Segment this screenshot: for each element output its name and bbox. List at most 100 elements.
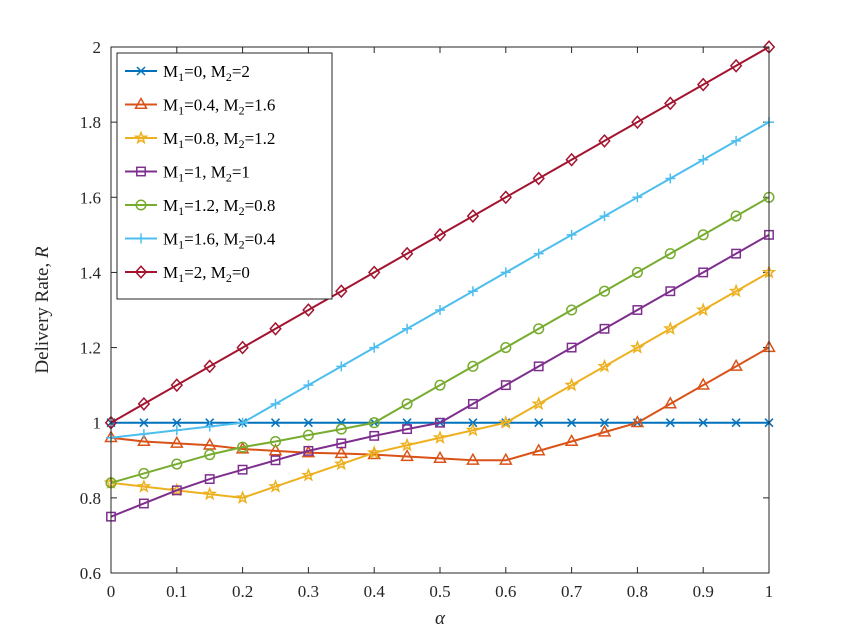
x-tick-label: 1 xyxy=(765,582,774,601)
legend-entry: M1=2, M2=0 xyxy=(125,263,250,285)
data-point xyxy=(729,358,743,371)
data-point xyxy=(731,418,741,428)
data-point xyxy=(400,448,414,462)
data-point xyxy=(631,266,643,278)
data-point xyxy=(139,418,149,428)
data-point xyxy=(237,464,248,475)
y-tick-label: 0.8 xyxy=(80,489,101,508)
legend-marker xyxy=(136,233,146,244)
data-point xyxy=(334,456,349,471)
data-point xyxy=(533,361,544,372)
data-point xyxy=(137,397,151,411)
data-point xyxy=(500,267,511,278)
x-tick-label: 0.4 xyxy=(364,582,386,601)
data-point xyxy=(728,283,744,298)
data-point xyxy=(268,478,283,493)
legend-label: M1=1.6, M2=0.4 xyxy=(163,230,276,252)
data-point xyxy=(565,152,578,167)
data-point xyxy=(632,192,643,203)
data-point xyxy=(630,415,645,428)
data-point xyxy=(432,430,448,444)
data-point xyxy=(564,433,579,447)
data-point xyxy=(270,455,281,466)
data-point xyxy=(270,398,281,409)
data-point xyxy=(631,115,644,130)
data-point xyxy=(466,452,480,465)
data-point xyxy=(466,209,480,223)
data-point xyxy=(698,267,709,278)
legend-entry: M1=0.8, M2=1.2 xyxy=(125,129,275,151)
series-line xyxy=(110,233,770,518)
data-point xyxy=(399,437,415,452)
legend-entry: M1=0.4, M2=1.6 xyxy=(125,96,275,118)
data-point xyxy=(303,445,314,456)
data-point xyxy=(301,467,316,482)
y-tick-label: 1.8 xyxy=(80,113,101,132)
data-point xyxy=(599,211,610,222)
data-point xyxy=(695,302,711,317)
data-point xyxy=(435,417,445,428)
legend-marker xyxy=(135,199,147,211)
data-point xyxy=(269,435,282,448)
series-3 xyxy=(103,264,777,505)
data-point xyxy=(336,438,347,449)
legend-label: M1=1.2, M2=0.8 xyxy=(163,196,275,218)
data-point xyxy=(500,342,512,354)
plot-frame xyxy=(110,46,770,574)
data-point xyxy=(433,450,447,463)
data-point xyxy=(367,265,381,280)
y-tick-label: 0.6 xyxy=(80,564,101,583)
data-point xyxy=(598,134,611,148)
y-tick-label: 1 xyxy=(93,414,102,433)
data-point xyxy=(630,339,645,354)
data-point xyxy=(597,358,612,373)
data-point xyxy=(632,305,643,315)
data-point xyxy=(204,449,216,461)
data-point xyxy=(171,425,182,436)
data-point xyxy=(302,303,315,317)
legend-marker xyxy=(134,96,148,110)
data-point xyxy=(138,428,149,439)
data-point xyxy=(665,173,676,184)
data-point xyxy=(697,229,709,241)
data-point xyxy=(531,443,546,456)
data-point xyxy=(171,458,183,470)
legend-label: M1=2, M2=0 xyxy=(163,263,250,285)
data-point xyxy=(566,304,578,316)
data-point xyxy=(268,443,283,456)
y-tick-label: 1.4 xyxy=(80,263,102,282)
series-line xyxy=(110,271,770,499)
data-point xyxy=(696,77,710,92)
data-point xyxy=(663,321,678,335)
data-point xyxy=(599,323,610,334)
data-point xyxy=(202,437,217,450)
legend-marker xyxy=(136,166,146,177)
data-point xyxy=(138,498,149,509)
data-point xyxy=(664,248,676,260)
legend-entry: M1=0, M2=2 xyxy=(125,62,250,84)
x-tick-label: 0.6 xyxy=(495,582,516,601)
data-point xyxy=(533,323,545,335)
legend-entry: M1=1.6, M2=0.4 xyxy=(125,230,276,252)
data-point xyxy=(335,423,347,435)
series-line xyxy=(110,196,770,484)
data-point xyxy=(270,418,281,428)
data-point xyxy=(302,429,314,441)
series-7 xyxy=(104,40,776,430)
data-point xyxy=(336,361,347,372)
data-point xyxy=(567,418,577,428)
data-point xyxy=(236,340,249,355)
data-point xyxy=(366,445,382,459)
data-point xyxy=(698,154,709,165)
data-point xyxy=(664,96,677,111)
data-point xyxy=(237,417,248,428)
data-point xyxy=(401,398,413,410)
data-point xyxy=(467,398,478,409)
series-6 xyxy=(106,117,774,443)
data-point xyxy=(434,379,446,391)
data-point xyxy=(467,286,478,297)
data-point xyxy=(531,396,546,411)
data-point xyxy=(369,342,380,353)
series-5 xyxy=(105,191,775,489)
data-point xyxy=(534,418,544,428)
